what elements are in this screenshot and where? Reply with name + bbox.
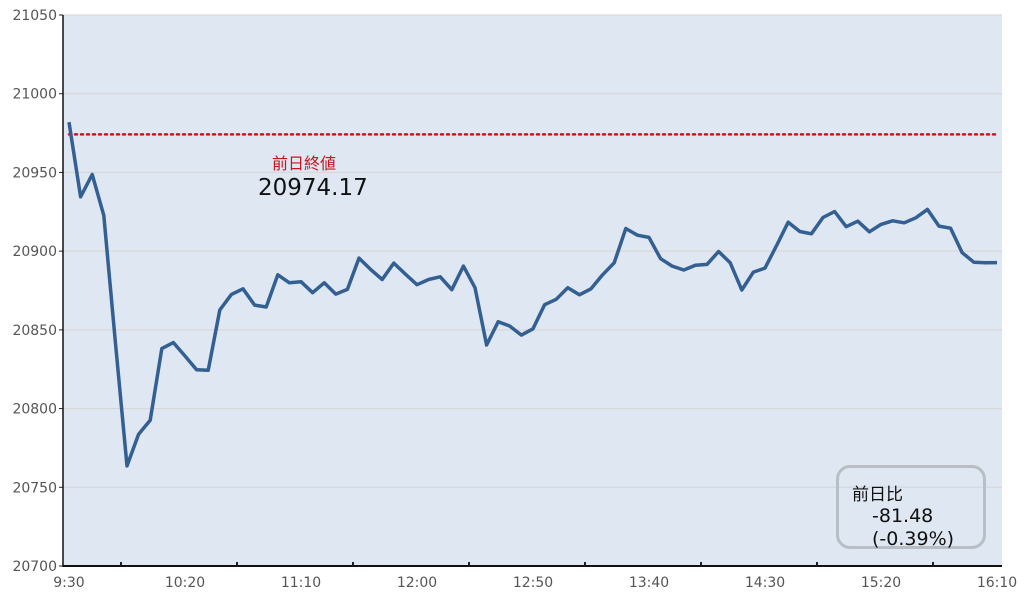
change-box xyxy=(836,465,986,549)
y-tick-label: 20750 xyxy=(12,480,57,496)
price-line xyxy=(67,121,998,468)
x-tick-label: 15:20 xyxy=(861,575,901,591)
change-percent: (-0.39%) xyxy=(872,528,955,550)
change-value: -81.48 xyxy=(872,505,934,527)
y-tick-label: 20900 xyxy=(12,244,57,260)
y-tick-label: 20950 xyxy=(12,165,57,181)
x-tick-label: 11:10 xyxy=(281,575,321,591)
x-tick-label: 12:00 xyxy=(397,575,437,591)
x-tick-label: 16:10 xyxy=(977,575,1017,591)
x-tick-label: 9:30 xyxy=(53,575,84,591)
previous-close-label: 前日終値 xyxy=(272,154,337,173)
change-title: 前日比 xyxy=(852,485,903,505)
x-tick-label: 12:50 xyxy=(513,575,553,591)
x-tick-label: 10:20 xyxy=(165,575,205,591)
x-tick-label: 13:40 xyxy=(629,575,669,591)
y-tick-label: 21050 xyxy=(12,8,57,24)
x-tick-label: 14:30 xyxy=(745,575,785,591)
previous-close-value: 20974.17 xyxy=(258,175,368,201)
y-tick-label: 21000 xyxy=(12,87,57,103)
y-tick-label: 20800 xyxy=(12,402,57,418)
y-tick-label: 20700 xyxy=(12,559,57,575)
y-tick-label: 20850 xyxy=(12,323,57,339)
